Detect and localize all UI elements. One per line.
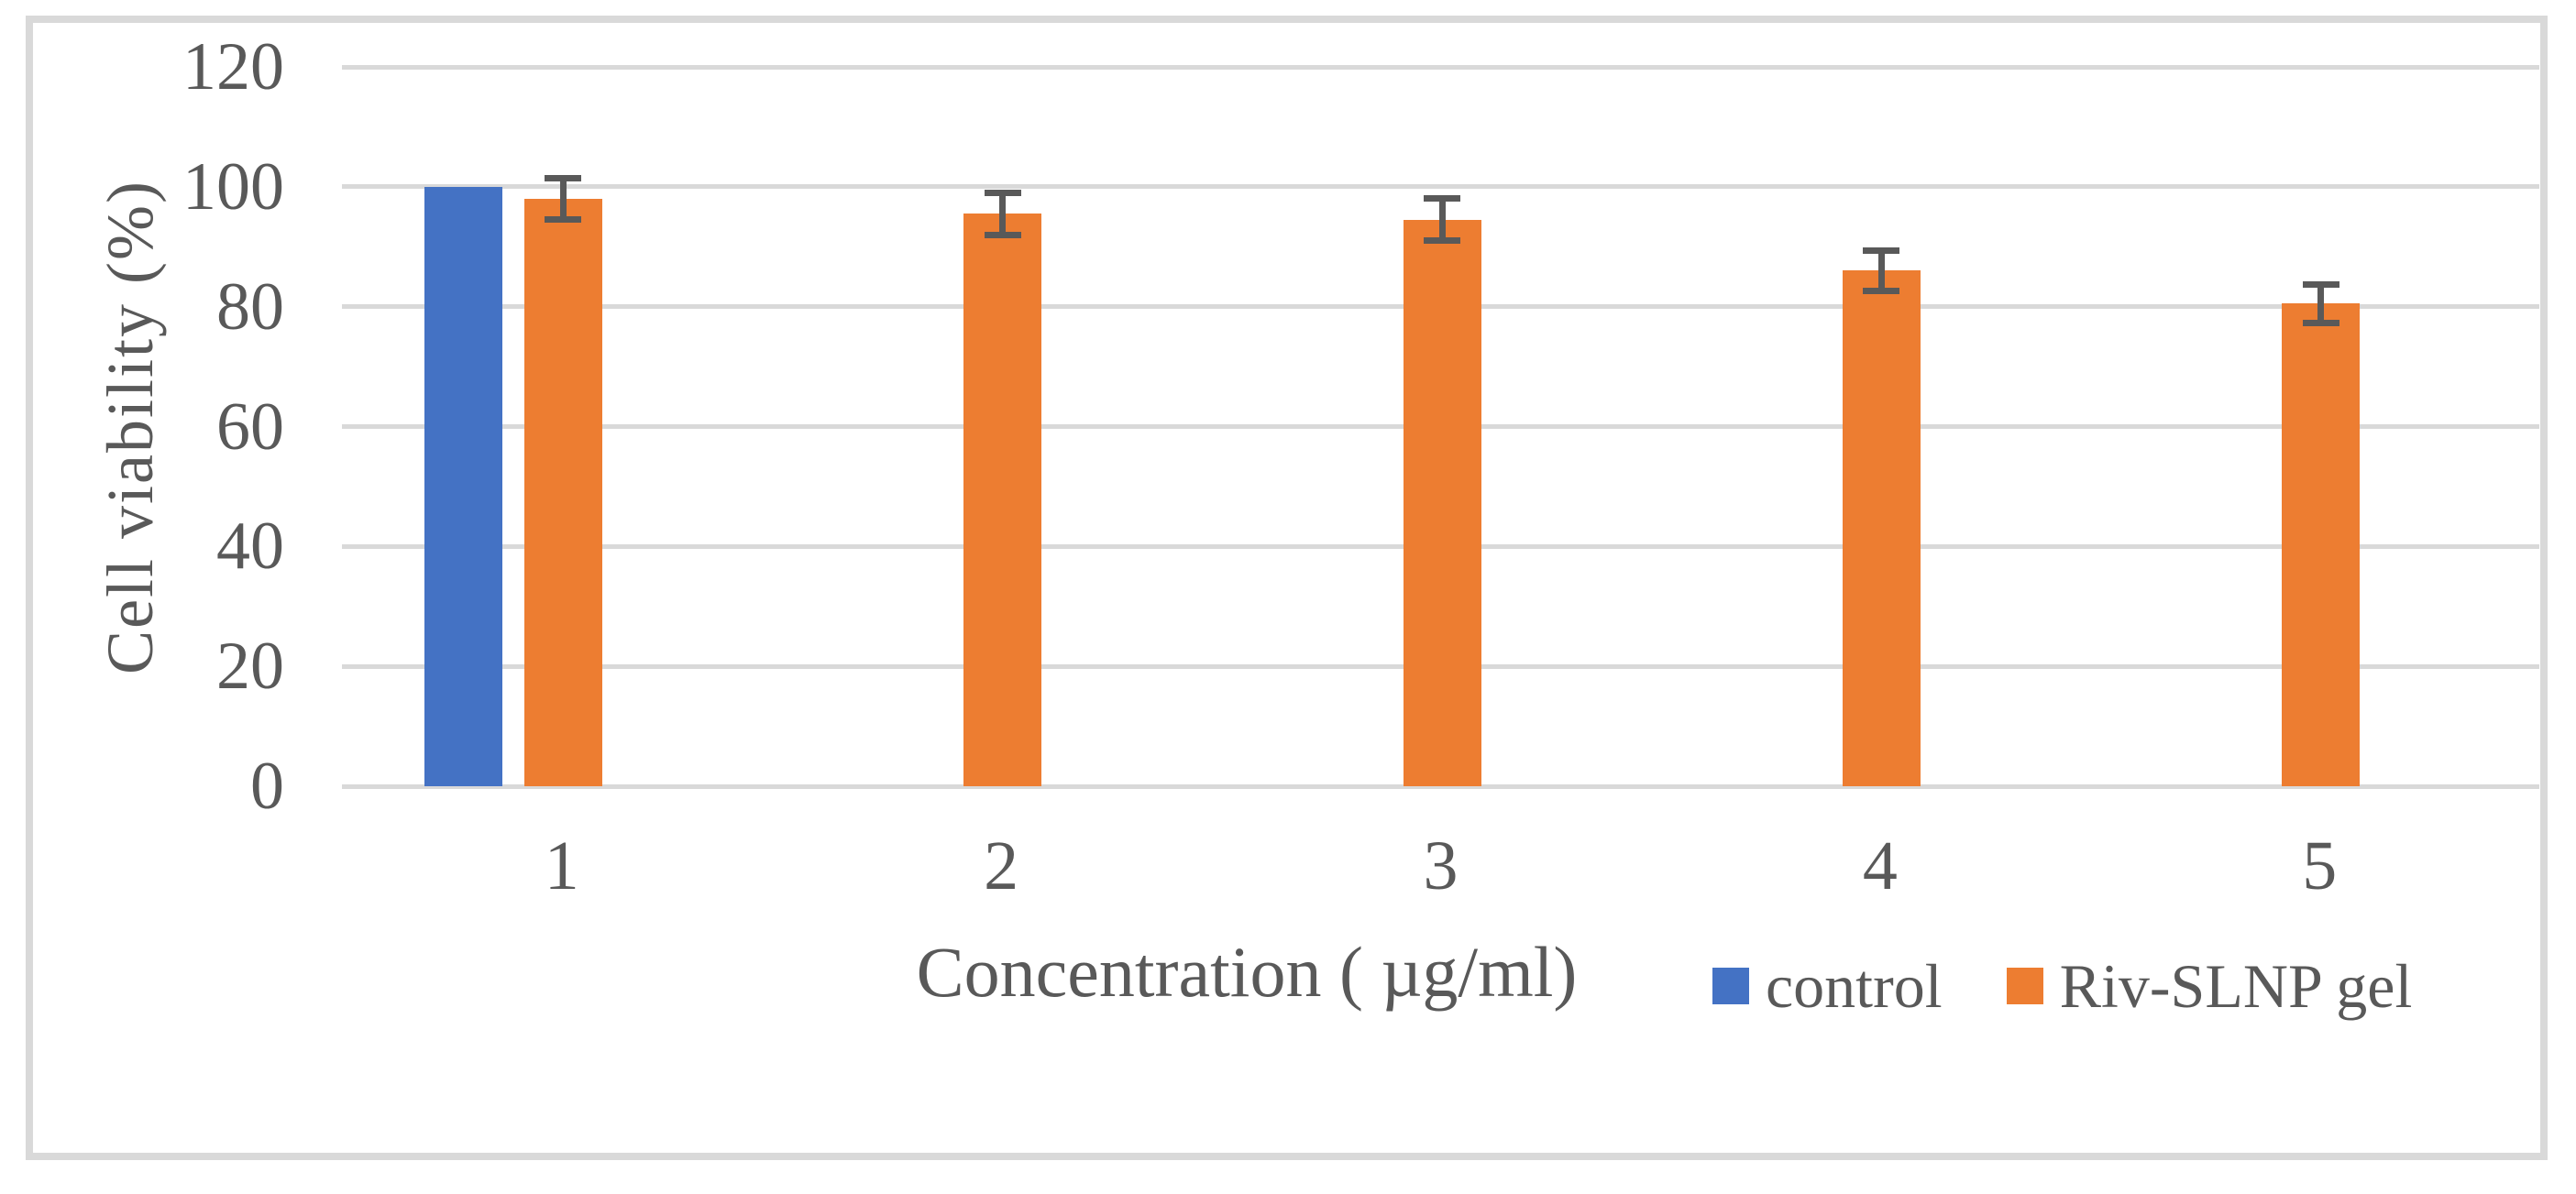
- x-tick-label: 2: [984, 827, 1019, 904]
- error-bar: [559, 178, 567, 220]
- gridline: [342, 64, 2539, 70]
- error-bar: [999, 192, 1007, 236]
- error-bar-cap: [2302, 319, 2339, 326]
- error-bar: [1438, 198, 1446, 241]
- legend-swatch-control: [1712, 968, 1749, 1004]
- y-tick-label: 100: [182, 148, 284, 225]
- legend: control Riv-SLNP gel: [1712, 951, 2412, 1021]
- legend-swatch-riv-slnp-gel: [2006, 968, 2043, 1004]
- bar-riv-slnp-gel-cat2: [963, 214, 1042, 786]
- error-bar-cap: [1863, 247, 1900, 255]
- error-bar: [2317, 284, 2325, 323]
- y-tick-label: 120: [182, 29, 284, 104]
- legend-label-control: control: [1766, 950, 1943, 1021]
- bar-riv-slnp-gel-cat5: [2282, 303, 2361, 786]
- y-tick-label: 40: [216, 509, 284, 585]
- x-axis-title: Concentration ( µg/ml): [916, 932, 1578, 1012]
- error-bar-cap: [545, 174, 582, 181]
- gridline: [342, 783, 2539, 789]
- x-tick-label: 1: [544, 827, 579, 904]
- x-tick-label: 5: [2302, 827, 2338, 904]
- error-bar-cap: [1863, 287, 1900, 294]
- gridline: [342, 184, 2539, 190]
- bar-riv-slnp-gel-cat1: [523, 198, 602, 786]
- error-bar-cap: [545, 216, 582, 224]
- y-tick-label: 0: [250, 749, 284, 824]
- legend-item-control: control: [1712, 950, 1943, 1023]
- bar-control-cat1: [424, 186, 503, 786]
- error-bar-cap: [1424, 195, 1460, 203]
- x-tick-label: 3: [1423, 827, 1459, 904]
- error-bar-cap: [984, 189, 1021, 196]
- bar-riv-slnp-gel-cat3: [1403, 219, 1481, 786]
- error-bar-cap: [1424, 237, 1460, 245]
- y-tick-label: 60: [216, 389, 284, 465]
- x-tick-label: 4: [1862, 827, 1898, 904]
- legend-item-riv-slnp-gel: Riv-SLNP gel: [2006, 950, 2413, 1023]
- error-bar: [1877, 250, 1885, 290]
- error-bar-cap: [984, 231, 1021, 238]
- bar-riv-slnp-gel-cat4: [1842, 270, 1921, 786]
- legend-label-riv-slnp-gel: Riv-SLNP gel: [2059, 950, 2413, 1021]
- y-tick-label: 20: [216, 629, 284, 705]
- error-bar-cap: [2302, 280, 2339, 288]
- y-tick-label: 80: [216, 268, 284, 345]
